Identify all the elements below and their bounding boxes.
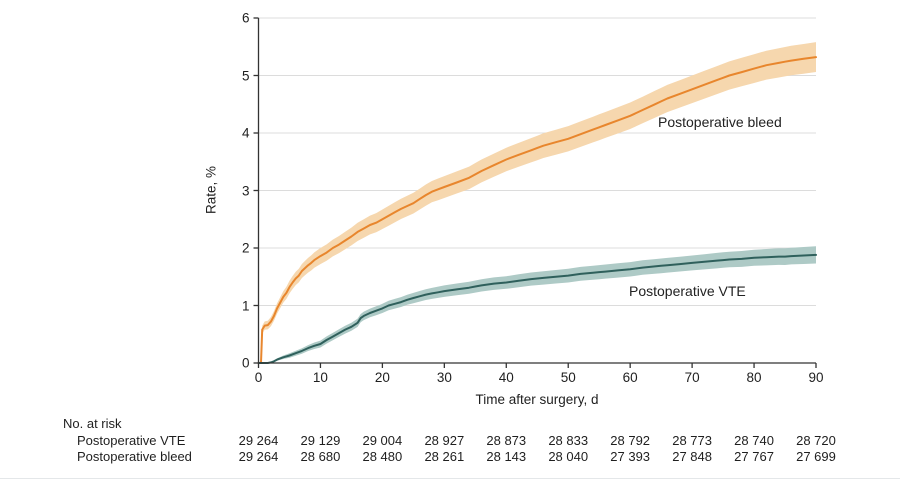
risk-value: 28 143 <box>486 449 527 464</box>
risk-value: 27 699 <box>796 449 836 464</box>
bleed-confidence-band <box>258 42 816 363</box>
risk-value: 29 264 <box>238 449 279 464</box>
risk-value: 28 261 <box>424 449 465 464</box>
y-tick-label: 6 <box>241 10 250 26</box>
risk-value: 28 740 <box>734 433 774 448</box>
risk-value: 28 773 <box>672 433 712 448</box>
y-tick-label: 2 <box>241 240 250 256</box>
risk-value: 27 848 <box>672 449 712 464</box>
risk-row-label: Postoperative bleed <box>77 449 192 464</box>
x-tick-label: 40 <box>498 370 514 385</box>
y-tick-label: 0 <box>241 355 250 371</box>
x-tick-label: 60 <box>622 370 638 385</box>
vte-confidence-band <box>258 246 816 363</box>
risk-row-label: Postoperative VTE <box>77 433 186 448</box>
y-tick-label: 1 <box>241 298 250 313</box>
risk-value: 28 040 <box>548 449 589 464</box>
curve-label-postoperative-bleed: Postoperative bleed <box>658 114 782 130</box>
risk-value: 28 680 <box>300 449 341 464</box>
y-tick-label: 5 <box>241 68 250 83</box>
x-tick-label: 50 <box>560 370 576 385</box>
x-tick-label: 70 <box>684 370 700 385</box>
y-tick-label: 3 <box>241 183 250 198</box>
risk-value: 27 767 <box>734 449 774 464</box>
risk-value: 28 927 <box>424 433 465 448</box>
x-tick-label: 30 <box>436 370 452 385</box>
risk-value: 27 393 <box>610 449 651 464</box>
risk-value: 28 720 <box>796 433 836 448</box>
risk-value: 28 833 <box>548 433 589 448</box>
bleed-curve <box>257 56 817 364</box>
risk-value: 29 129 <box>300 433 341 448</box>
x-tick-label: 90 <box>808 370 824 385</box>
curve-label-postoperative-vte: Postoperative VTE <box>629 283 746 299</box>
x-tick-label: 20 <box>374 370 390 385</box>
y-tick-label: 4 <box>241 125 250 141</box>
risk-table-header: No. at risk <box>63 416 122 431</box>
x-tick-label: 0 <box>254 370 263 385</box>
vte-curve <box>257 253 817 364</box>
risk-value: 28 792 <box>610 433 651 448</box>
risk-value: 28 480 <box>362 449 403 464</box>
x-axis-title: Time after surgery, d <box>475 392 599 407</box>
risk-value: 29 264 <box>238 433 279 448</box>
x-tick-label: 10 <box>312 370 328 385</box>
figure-bottom-divider <box>0 478 900 479</box>
risk-value: 29 004 <box>362 433 403 448</box>
x-tick-label: 80 <box>746 370 762 385</box>
y-axis-title: Rate, % <box>203 165 219 215</box>
risk-value: 28 873 <box>486 433 527 448</box>
